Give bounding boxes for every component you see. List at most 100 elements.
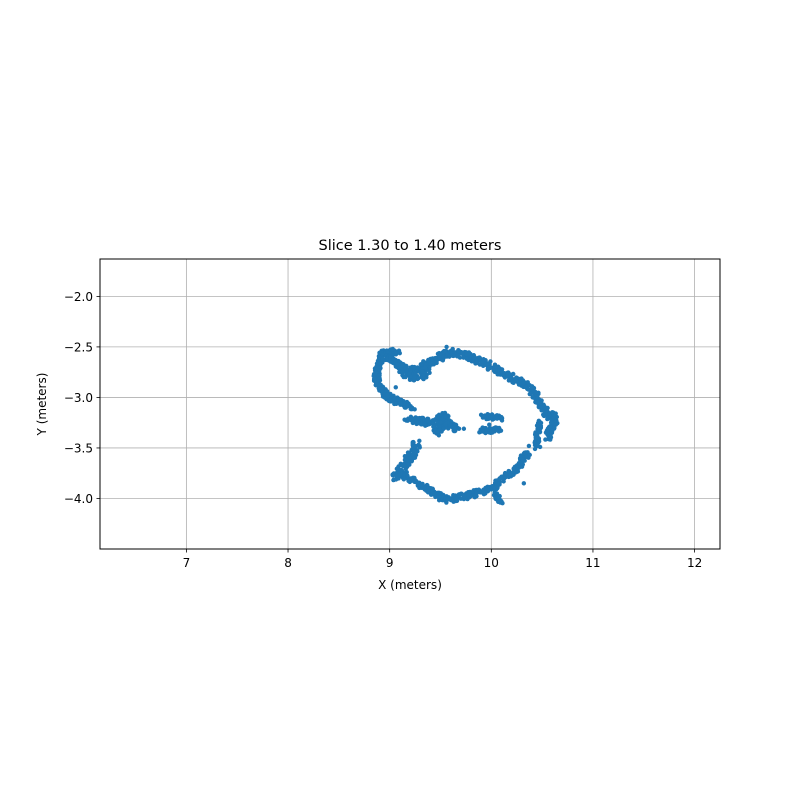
data-point	[402, 405, 408, 410]
data-point	[413, 443, 418, 449]
data-point	[451, 428, 457, 434]
data-point	[374, 380, 379, 386]
data-point	[498, 428, 504, 433]
data-point	[487, 422, 492, 427]
data-point	[412, 377, 417, 383]
data-point	[532, 446, 538, 452]
data-point	[545, 405, 550, 411]
data-point	[537, 444, 543, 450]
data-point	[545, 416, 550, 422]
data-point	[456, 426, 462, 431]
data-point	[454, 496, 460, 501]
data-point	[391, 477, 397, 482]
grid	[100, 259, 720, 549]
data-point	[499, 415, 505, 421]
data-point	[488, 365, 493, 371]
y-tick-label: −4.0	[64, 492, 93, 506]
axis-ticks: 7 8 9 10 11 12 −2.0 −2.5 −3.0 −3.5 −4.0	[64, 290, 702, 570]
data-point	[526, 443, 532, 449]
data-point	[403, 374, 408, 380]
data-point	[456, 348, 462, 353]
data-point	[394, 401, 399, 407]
data-point	[536, 439, 542, 444]
data-point	[435, 429, 440, 434]
data-point	[401, 476, 407, 481]
data-point	[521, 481, 527, 486]
data-point	[461, 426, 467, 431]
data-point	[443, 349, 448, 354]
data-point	[491, 368, 497, 373]
data-point	[444, 344, 449, 350]
data-point	[393, 385, 398, 390]
x-tick-label: 7	[183, 556, 191, 570]
data-point	[432, 492, 438, 497]
data-point	[445, 497, 450, 502]
data-point	[413, 371, 418, 376]
x-axis-label: X (meters)	[378, 578, 442, 592]
data-point	[427, 421, 433, 426]
x-tick-label: 12	[687, 556, 702, 570]
data-point	[524, 454, 529, 459]
chart-title: Slice 1.30 to 1.40 meters	[319, 238, 502, 254]
data-point	[527, 452, 532, 458]
x-tick-label: 9	[386, 556, 394, 570]
data-point	[410, 452, 415, 457]
y-tick-label: −2.5	[64, 340, 93, 354]
data-point	[532, 440, 537, 445]
data-point	[485, 361, 490, 366]
plot-frame	[99, 258, 721, 550]
data-point	[390, 472, 396, 477]
data-point	[545, 432, 550, 437]
data-point	[537, 429, 543, 435]
data-point	[511, 371, 516, 377]
y-tick-label: −3.0	[64, 391, 93, 405]
data-point	[467, 489, 473, 495]
data-point	[427, 370, 432, 375]
y-tick-label: −3.5	[64, 441, 93, 455]
data-point	[415, 449, 420, 454]
data-point	[400, 363, 405, 368]
data-point	[493, 425, 498, 430]
data-point	[410, 420, 416, 426]
data-point	[447, 354, 452, 359]
data-point	[394, 362, 400, 367]
data-point	[417, 438, 422, 444]
data-point	[490, 484, 496, 490]
data-point	[422, 485, 427, 490]
data-point	[414, 419, 419, 425]
data-point	[423, 423, 428, 428]
data-point	[416, 375, 421, 381]
data-point	[530, 384, 535, 390]
data-point	[523, 384, 529, 390]
data-point	[417, 445, 422, 450]
data-point	[372, 371, 378, 376]
y-tick-label: −2.0	[64, 290, 93, 304]
data-point	[422, 365, 428, 370]
data-point	[400, 369, 406, 374]
data-point	[533, 400, 539, 405]
data-point	[460, 351, 465, 356]
data-point	[527, 391, 532, 397]
data-point	[550, 428, 555, 433]
data-point	[415, 416, 421, 421]
data-point	[436, 433, 442, 438]
data-point	[481, 491, 486, 496]
data-point	[450, 346, 455, 352]
data-point	[495, 372, 500, 377]
data-point	[402, 464, 408, 469]
data-point	[418, 362, 424, 367]
data-point	[390, 346, 395, 352]
data-point	[412, 407, 417, 412]
data-point	[420, 369, 425, 374]
data-point	[497, 499, 503, 504]
y-axis-label: Y (meters)	[35, 373, 49, 437]
data-point	[405, 458, 410, 464]
x-tick-label: 10	[484, 556, 499, 570]
x-tick-label: 8	[284, 556, 292, 570]
data-point	[523, 450, 529, 455]
data-point	[405, 473, 410, 478]
data-point	[431, 424, 436, 429]
data-point	[421, 359, 426, 364]
